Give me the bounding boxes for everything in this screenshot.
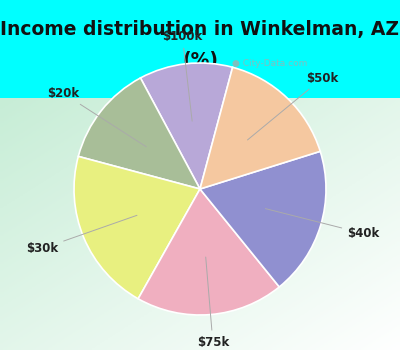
Text: $20k: $20k <box>48 87 146 147</box>
Wedge shape <box>78 78 200 189</box>
Wedge shape <box>140 63 233 189</box>
Text: $75k: $75k <box>197 257 229 349</box>
Text: $100k: $100k <box>162 30 202 121</box>
Text: (%): (%) <box>182 51 218 70</box>
Wedge shape <box>200 67 320 189</box>
Text: White residents: White residents <box>140 86 260 101</box>
Wedge shape <box>138 189 279 315</box>
Text: $30k: $30k <box>26 215 137 255</box>
Wedge shape <box>200 151 326 287</box>
Wedge shape <box>74 156 200 299</box>
Text: $40k: $40k <box>266 209 380 240</box>
Text: Income distribution in Winkelman, AZ: Income distribution in Winkelman, AZ <box>0 20 400 38</box>
Text: ● City-Data.com: ● City-Data.com <box>232 58 307 68</box>
Text: $50k: $50k <box>248 71 339 140</box>
